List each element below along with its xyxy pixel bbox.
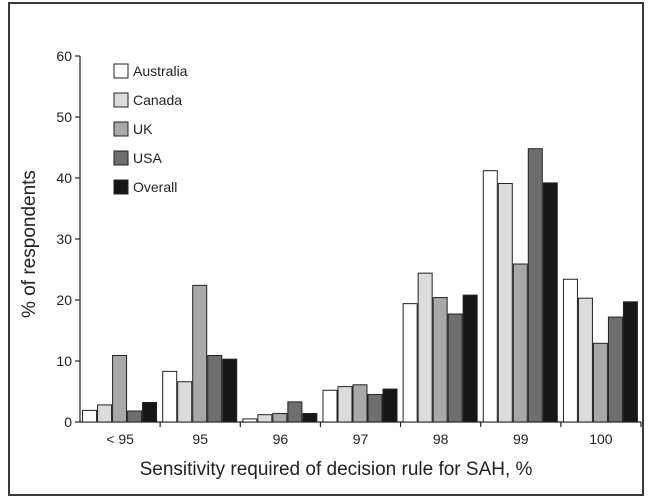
- bar-usa-4: [447, 313, 463, 423]
- legend-swatch-australia: [113, 63, 129, 79]
- legend-swatch-overall: [113, 179, 129, 195]
- x-tick-label: 99: [513, 431, 529, 447]
- legend-label-usa: USA: [133, 150, 162, 166]
- bar-canada-5: [497, 182, 513, 423]
- y-tick-label: 60: [56, 48, 72, 64]
- bar-usa-3: [367, 394, 383, 423]
- bar-canada-1: [177, 381, 193, 423]
- x-axis-title: Sensitivity required of decision rule fo…: [140, 459, 533, 480]
- y-tick-label: 20: [56, 292, 72, 308]
- legend-label-uk: UK: [133, 121, 153, 137]
- bar-overall-1: [222, 358, 238, 423]
- bar-canada-4: [417, 272, 433, 423]
- bar-usa-1: [207, 355, 223, 423]
- bar-overall-3: [382, 388, 398, 423]
- y-tick-label: 0: [64, 414, 72, 430]
- bar-overall-6: [622, 301, 638, 423]
- bar-australia-2: [242, 418, 258, 423]
- bar-canada-2: [257, 414, 273, 423]
- bar-canada-6: [577, 297, 593, 423]
- bar-overall-2: [302, 412, 318, 423]
- bar-usa-0: [127, 410, 143, 423]
- bar-canada-3: [337, 386, 353, 423]
- legend-label-canada: Canada: [133, 92, 182, 108]
- bar-uk-5: [512, 263, 528, 423]
- bar-uk-2: [272, 412, 288, 423]
- bar-overall-5: [542, 182, 558, 423]
- x-tick-label: 100: [589, 431, 613, 447]
- bar-uk-1: [192, 284, 208, 423]
- x-tick-label: 95: [192, 431, 208, 447]
- bar-australia-6: [562, 278, 578, 423]
- bar-australia-5: [482, 170, 498, 423]
- bars: [82, 148, 638, 423]
- bar-usa-2: [287, 401, 303, 423]
- bar-usa-5: [527, 148, 543, 423]
- legend-swatch-canada: [113, 92, 129, 108]
- bar-uk-6: [592, 342, 608, 423]
- x-tick-label: 97: [353, 431, 369, 447]
- bar-overall-4: [462, 294, 478, 423]
- x-tick-label: < 95: [106, 431, 134, 447]
- bar-uk-3: [352, 384, 368, 423]
- bar-australia-1: [162, 370, 178, 423]
- bar-australia-0: [82, 409, 98, 423]
- bar-uk-4: [432, 297, 448, 423]
- legend-label-overall: Overall: [133, 179, 177, 195]
- bar-usa-6: [607, 316, 623, 423]
- bar-uk-0: [112, 355, 128, 423]
- legend: Australia Canada UK USA Overall: [113, 63, 188, 195]
- bar-australia-3: [322, 389, 338, 423]
- x-tick-label: 98: [433, 431, 449, 447]
- axes: 0 10 20 30 40 50 60 < 95 95 96 97 98 99 100: [56, 48, 642, 447]
- y-tick-label: 50: [56, 109, 72, 125]
- y-tick-label: 30: [56, 231, 72, 247]
- legend-swatch-uk: [113, 121, 129, 137]
- legend-label-australia: Australia: [133, 63, 188, 79]
- bar-canada-0: [97, 404, 113, 423]
- y-axis-title: % of respondents: [19, 170, 40, 318]
- bar-australia-4: [402, 303, 418, 423]
- legend-swatch-usa: [113, 150, 129, 166]
- bar-chart: 0 10 20 30 40 50 60 < 95 95 96 97 98 99 100 Australia…: [19, 48, 642, 480]
- y-tick-label: 40: [56, 170, 72, 186]
- y-tick-label: 10: [56, 353, 72, 369]
- x-tick-label: 96: [273, 431, 289, 447]
- chart-frame: 0 10 20 30 40 50 60 < 95 95 96 97 98 99 100 Australia…: [8, 2, 644, 496]
- bar-overall-0: [142, 401, 158, 423]
